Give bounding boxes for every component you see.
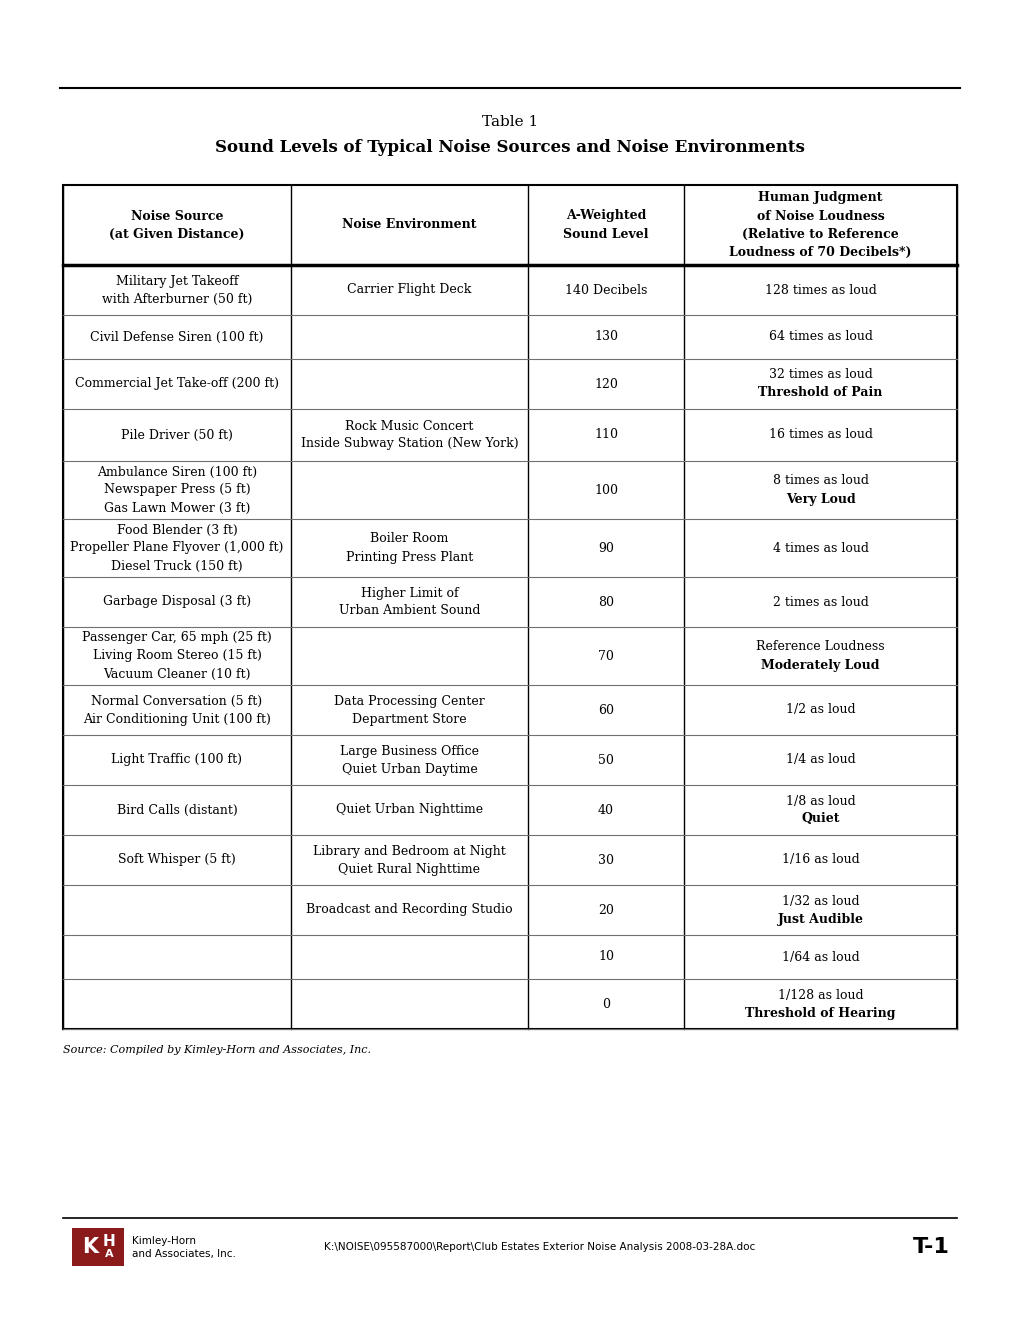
Text: 90: 90 xyxy=(597,541,613,554)
Text: Normal Conversation (5 ft)
Air Conditioning Unit (100 ft): Normal Conversation (5 ft) Air Condition… xyxy=(83,694,271,726)
Text: 100: 100 xyxy=(593,483,618,496)
Text: 16 times as loud: 16 times as loud xyxy=(768,429,872,441)
Text: 128 times as loud: 128 times as loud xyxy=(764,284,875,297)
Text: Human Judgment
of Noise Loudness
(Relative to Reference
Loudness of 70 Decibels*: Human Judgment of Noise Loudness (Relati… xyxy=(729,191,911,259)
Text: A-Weighted
Sound Level: A-Weighted Sound Level xyxy=(562,210,648,240)
Text: 70: 70 xyxy=(597,649,613,663)
Text: Library and Bedroom at Night
Quiet Rural Nighttime: Library and Bedroom at Night Quiet Rural… xyxy=(313,845,505,875)
Text: 1/2 as loud: 1/2 as loud xyxy=(785,704,855,717)
Text: T-1: T-1 xyxy=(912,1237,949,1257)
Text: Broadcast and Recording Studio: Broadcast and Recording Studio xyxy=(306,903,513,916)
Text: 10: 10 xyxy=(597,950,613,964)
Text: 60: 60 xyxy=(597,704,613,717)
Bar xyxy=(63,185,956,1030)
Text: 140 Decibels: 140 Decibels xyxy=(565,284,647,297)
Text: Garbage Disposal (3 ft): Garbage Disposal (3 ft) xyxy=(103,595,251,609)
Text: Carrier Flight Deck: Carrier Flight Deck xyxy=(346,284,471,297)
Text: Light Traffic (100 ft): Light Traffic (100 ft) xyxy=(111,754,243,767)
Text: Reference Loudness: Reference Loudness xyxy=(756,640,884,653)
Text: 30: 30 xyxy=(597,854,613,866)
Text: Threshold of Pain: Threshold of Pain xyxy=(758,387,882,400)
Text: 40: 40 xyxy=(597,804,613,817)
Text: Passenger Car, 65 mph (25 ft)
Living Room Stereo (15 ft)
Vacuum Cleaner (10 ft): Passenger Car, 65 mph (25 ft) Living Roo… xyxy=(82,631,272,681)
Text: 130: 130 xyxy=(593,330,618,343)
Bar xyxy=(72,1228,124,1266)
Text: Data Processing Center
Department Store: Data Processing Center Department Store xyxy=(334,694,484,726)
Text: Very Loud: Very Loud xyxy=(785,492,855,506)
Text: and Associates, Inc.: and Associates, Inc. xyxy=(131,1249,235,1259)
Text: Higher Limit of
Urban Ambient Sound: Higher Limit of Urban Ambient Sound xyxy=(338,586,480,618)
Text: 1/128 as loud: 1/128 as loud xyxy=(777,989,863,1002)
Text: Just Audible: Just Audible xyxy=(776,912,863,925)
Text: Soft Whisper (5 ft): Soft Whisper (5 ft) xyxy=(118,854,235,866)
Text: 120: 120 xyxy=(594,378,618,391)
Text: A: A xyxy=(105,1249,114,1259)
Text: Source: Compiled by Kimley-Horn and Associates, Inc.: Source: Compiled by Kimley-Horn and Asso… xyxy=(63,1045,371,1055)
Text: K: K xyxy=(83,1237,98,1257)
Text: 1/8 as loud: 1/8 as loud xyxy=(785,795,855,808)
Text: Rock Music Concert
Inside Subway Station (New York): Rock Music Concert Inside Subway Station… xyxy=(301,420,518,450)
Text: Bird Calls (distant): Bird Calls (distant) xyxy=(116,804,237,817)
Text: Food Blender (3 ft)
Propeller Plane Flyover (1,000 ft)
Diesel Truck (150 ft): Food Blender (3 ft) Propeller Plane Flyo… xyxy=(70,524,283,573)
Text: 64 times as loud: 64 times as loud xyxy=(768,330,872,343)
Text: Moderately Loud: Moderately Loud xyxy=(760,659,879,672)
Text: 0: 0 xyxy=(601,998,609,1011)
Text: 4 times as loud: 4 times as loud xyxy=(772,541,868,554)
Text: 20: 20 xyxy=(597,903,613,916)
Text: 110: 110 xyxy=(593,429,618,441)
Text: H: H xyxy=(103,1234,116,1250)
Text: Quiet Urban Nighttime: Quiet Urban Nighttime xyxy=(335,804,483,817)
Text: Noise Environment: Noise Environment xyxy=(341,219,476,231)
Text: Quiet: Quiet xyxy=(801,813,839,825)
Text: 50: 50 xyxy=(597,754,613,767)
Text: Large Business Office
Quiet Urban Daytime: Large Business Office Quiet Urban Daytim… xyxy=(339,744,479,776)
Text: Kimley-Horn: Kimley-Horn xyxy=(131,1237,196,1246)
Text: Ambulance Siren (100 ft)
Newspaper Press (5 ft)
Gas Lawn Mower (3 ft): Ambulance Siren (100 ft) Newspaper Press… xyxy=(97,466,257,515)
Text: 80: 80 xyxy=(597,595,613,609)
Text: Commercial Jet Take-off (200 ft): Commercial Jet Take-off (200 ft) xyxy=(75,378,279,391)
Text: Boiler Room
Printing Press Plant: Boiler Room Printing Press Plant xyxy=(345,532,473,564)
Text: Threshold of Hearing: Threshold of Hearing xyxy=(745,1006,895,1019)
Text: 1/32 as loud: 1/32 as loud xyxy=(782,895,859,908)
Text: 1/64 as loud: 1/64 as loud xyxy=(781,950,859,964)
Text: Civil Defense Siren (100 ft): Civil Defense Siren (100 ft) xyxy=(91,330,264,343)
Text: Sound Levels of Typical Noise Sources and Noise Environments: Sound Levels of Typical Noise Sources an… xyxy=(215,140,804,157)
Text: 1/4 as loud: 1/4 as loud xyxy=(785,754,855,767)
Text: 32 times as loud: 32 times as loud xyxy=(768,368,871,381)
Text: Noise Source
(at Given Distance): Noise Source (at Given Distance) xyxy=(109,210,245,240)
Text: Military Jet Takeoff
with Afterburner (50 ft): Military Jet Takeoff with Afterburner (5… xyxy=(102,275,252,305)
Text: 2 times as loud: 2 times as loud xyxy=(772,595,868,609)
Text: 1/16 as loud: 1/16 as loud xyxy=(781,854,859,866)
Text: Table 1: Table 1 xyxy=(481,115,538,129)
Text: Pile Driver (50 ft): Pile Driver (50 ft) xyxy=(121,429,232,441)
Text: K:\NOISE\095587000\Report\Club Estates Exterior Noise Analysis 2008-03-28A.doc: K:\NOISE\095587000\Report\Club Estates E… xyxy=(324,1242,755,1251)
Text: 8 times as loud: 8 times as loud xyxy=(772,474,868,487)
